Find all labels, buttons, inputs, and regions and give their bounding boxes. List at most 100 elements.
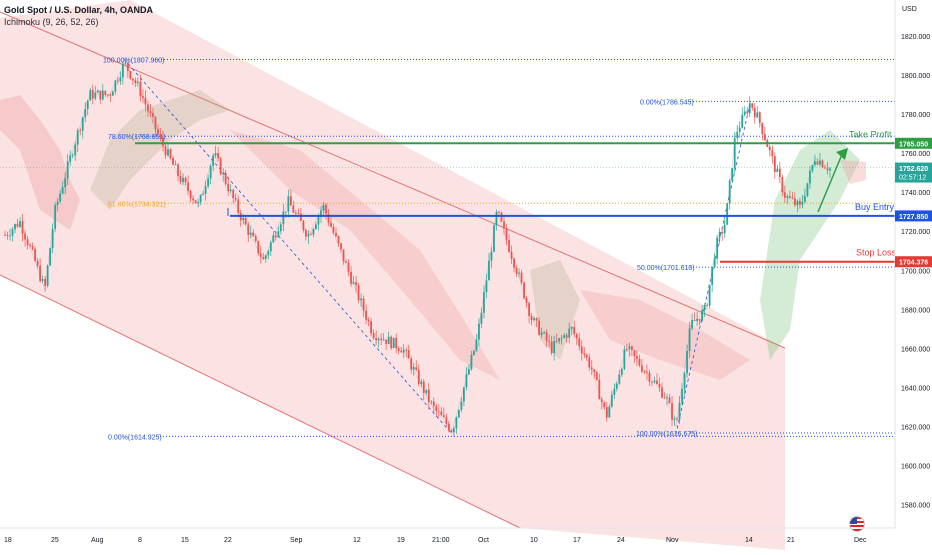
candle-down — [528, 303, 530, 316]
candle-up — [543, 332, 546, 334]
projection-arrowhead — [836, 148, 848, 160]
candle-up — [540, 332, 543, 335]
time-tick-label: Aug — [91, 537, 104, 544]
candle-down — [330, 222, 332, 227]
candle-up — [691, 320, 693, 329]
price-label-box — [895, 162, 932, 183]
candle-down — [799, 200, 801, 205]
candle-up — [716, 237, 719, 259]
candle-down — [676, 418, 678, 420]
candle-down — [172, 157, 174, 165]
candle-down — [362, 298, 365, 311]
time-tick-label: 10 — [530, 537, 538, 544]
candle-up — [69, 155, 72, 162]
price-label-box — [895, 137, 932, 149]
candle-up — [197, 201, 199, 204]
candle-down — [515, 267, 518, 274]
candle-down — [262, 257, 265, 259]
candle-down — [299, 213, 302, 221]
candle-down — [31, 246, 34, 249]
candle-up — [315, 224, 317, 229]
candle-down — [555, 340, 558, 342]
candle-down — [651, 381, 653, 383]
candle-down — [605, 407, 608, 418]
ichimoku-cloud-bear-2 — [230, 130, 500, 380]
candle-up — [718, 231, 721, 238]
candle-up — [743, 111, 746, 115]
candle-up — [212, 155, 215, 166]
candle-down — [746, 111, 749, 114]
candle-down — [824, 167, 826, 169]
candle-up — [786, 196, 789, 198]
candle-down — [671, 403, 673, 420]
candle-down — [580, 346, 583, 354]
candle-down — [355, 282, 357, 286]
candle-down — [427, 389, 430, 402]
candle-up — [279, 224, 282, 232]
candle-up — [101, 90, 104, 100]
candle-up — [468, 368, 470, 375]
candle-up — [174, 164, 177, 166]
candle-down — [187, 182, 189, 191]
candle-up — [54, 204, 57, 229]
candle-up — [455, 417, 458, 429]
candle-down — [380, 338, 383, 341]
candle-up — [124, 62, 127, 64]
candle-down — [590, 367, 593, 370]
candle-down — [149, 111, 152, 113]
candle-up — [683, 373, 686, 390]
candle-down — [583, 353, 586, 355]
candle-up — [119, 77, 122, 82]
fib-label-right-0: 0.00%(1786.545) — [640, 99, 694, 106]
channel-upper-line — [0, 11, 786, 349]
candle-down — [505, 228, 508, 241]
candle-down — [773, 156, 776, 172]
candle-down — [292, 205, 295, 213]
candle-up — [457, 409, 460, 418]
candle-up — [490, 251, 493, 261]
candle-up — [392, 337, 395, 349]
candle-down — [44, 278, 47, 286]
candle-down — [147, 104, 149, 112]
candle-down — [781, 177, 784, 193]
candle-down — [367, 319, 370, 322]
candle-up — [495, 211, 498, 226]
price-label-box — [895, 210, 932, 222]
candle-up — [61, 187, 64, 194]
candle-up — [741, 114, 744, 128]
candle-down — [257, 240, 260, 254]
candle-down — [548, 340, 551, 342]
candle-down — [538, 320, 541, 335]
candle-up — [796, 200, 799, 206]
candle-up — [121, 63, 124, 78]
candle-down — [646, 371, 648, 373]
candle-down — [106, 94, 109, 96]
candle-up — [708, 284, 711, 306]
candle-down — [435, 406, 438, 411]
candle-down — [142, 96, 144, 98]
candle-down — [232, 189, 235, 198]
candle-down — [565, 335, 568, 338]
candle-down — [793, 198, 796, 206]
candle-down — [658, 383, 661, 388]
indicator-label[interactable]: Ichimoku (9, 26, 52, 26) — [4, 17, 99, 27]
candle-up — [46, 265, 49, 286]
candle-down — [763, 134, 766, 141]
candle-down — [578, 338, 581, 347]
stop-loss-label: Stop Loss — [856, 248, 897, 258]
fib-label-left-100: 100.00%(1807.960) — [103, 58, 165, 65]
candle-up — [287, 196, 290, 212]
candle-down — [390, 336, 393, 349]
candle-up — [204, 186, 207, 194]
candle-up — [618, 374, 621, 384]
candle-up — [483, 292, 485, 313]
candle-up — [713, 258, 716, 267]
candle-down — [656, 380, 658, 384]
candle-up — [242, 217, 245, 221]
candle-up — [748, 103, 751, 114]
candle-down — [625, 349, 628, 351]
price-axis-currency: USD — [902, 6, 917, 13]
candle-up — [9, 235, 11, 237]
